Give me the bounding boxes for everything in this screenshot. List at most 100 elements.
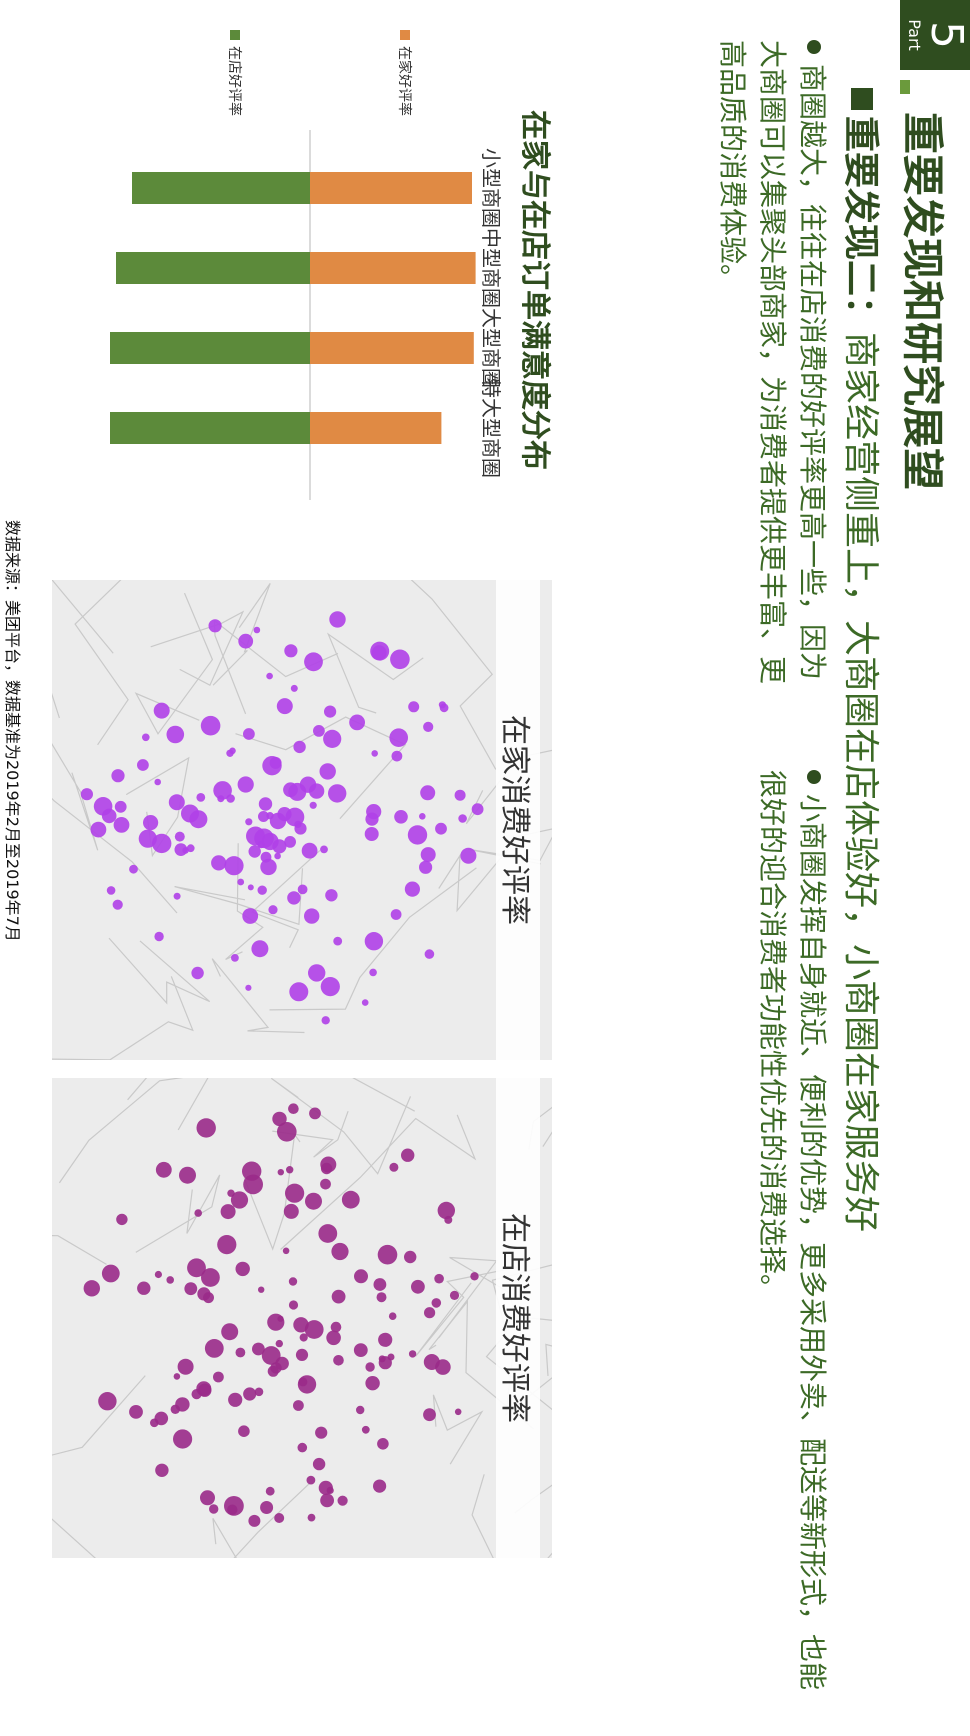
map-dot (266, 672, 273, 680)
map-dot (168, 794, 185, 811)
map-dot (187, 1258, 206, 1278)
legend-swatch-1 (230, 30, 240, 40)
legend-label-0: 在家好评率 (396, 46, 413, 116)
map-dot (294, 820, 302, 828)
map-store (52, 1078, 552, 1558)
map-dot (423, 721, 434, 732)
map-dot (191, 966, 204, 980)
map-dot (152, 833, 172, 854)
map-road (432, 1394, 484, 1465)
map-dot (373, 1278, 387, 1291)
map-road (58, 1078, 212, 1184)
map-dot (460, 847, 477, 864)
map-dot (361, 999, 369, 1006)
map-road (505, 1314, 552, 1376)
map-dot (337, 1495, 348, 1506)
map-dot (297, 1442, 308, 1453)
map-dot (184, 1282, 198, 1296)
map-dot (274, 852, 281, 860)
map-dot (101, 1264, 120, 1283)
map-dot (141, 733, 150, 742)
map-dot (194, 1209, 202, 1217)
map-dot (260, 1501, 274, 1514)
map-road (52, 580, 114, 654)
bar-home-1 (309, 252, 476, 284)
map-dot (129, 1405, 143, 1419)
map-dot (408, 701, 420, 713)
map-road (467, 767, 552, 865)
map-dot (320, 845, 328, 854)
map-road (134, 592, 214, 735)
map-dot (248, 1514, 261, 1527)
map-dot (221, 1323, 239, 1341)
map-dot (277, 1315, 284, 1322)
map-dot (376, 1292, 387, 1303)
map-dot (247, 884, 254, 891)
map-dot (369, 968, 377, 977)
map-dot (306, 1475, 316, 1485)
map-dot (173, 1429, 193, 1449)
map-dot (114, 800, 127, 813)
map-dot (304, 1320, 324, 1339)
map-dot (136, 759, 149, 771)
map-dot (431, 1298, 442, 1308)
map-road (52, 1172, 107, 1265)
map-dot (307, 1513, 316, 1522)
map-dot (298, 1377, 308, 1387)
map-dot (303, 908, 320, 924)
map-dot (269, 756, 282, 769)
map-dot (228, 1392, 243, 1407)
map-dot (312, 725, 325, 737)
bar-home-3 (310, 412, 442, 444)
map-road (52, 976, 194, 1060)
map-home (52, 580, 552, 1060)
map-dot (438, 701, 446, 709)
map-dot (305, 1192, 322, 1210)
map-dot (320, 1156, 337, 1173)
map-dot (154, 931, 164, 942)
map-dot (301, 842, 318, 859)
map-dot (260, 851, 272, 863)
map-dot (309, 801, 317, 809)
category-label-3: 特大型商圈 (479, 378, 503, 478)
map-dot (394, 810, 408, 824)
map-dot (325, 889, 338, 902)
map-dot (200, 715, 221, 736)
map-dot (245, 984, 252, 991)
map-dot (200, 1268, 220, 1287)
accent-bar (900, 80, 910, 94)
map-dot (400, 1148, 415, 1162)
map-dot (265, 1486, 275, 1496)
map-dot (330, 1321, 342, 1333)
map-road (150, 610, 245, 687)
map-road (280, 1114, 477, 1250)
map-dot (364, 827, 379, 841)
map-dot (270, 1362, 282, 1374)
map-dot (304, 652, 323, 672)
legend-swatch-0 (400, 30, 410, 40)
finding-line: 重要发现二：商家经营侧重上，大商圈在店体验好，小商圈在家服务好 (838, 88, 890, 1232)
finding-label: 重要发现二： (840, 116, 881, 333)
map-dot (423, 1307, 436, 1319)
map-dot (458, 814, 467, 823)
map-dot (179, 1166, 196, 1184)
map-dot (341, 1190, 360, 1209)
map-road (82, 1078, 176, 1101)
map-dot (173, 892, 181, 900)
map-dot (211, 855, 227, 871)
map-dot (248, 845, 261, 858)
map-dot (230, 954, 239, 962)
finding-text: 商家经营侧重上，大商圈在店体验好，小商圈在家服务好 (840, 332, 881, 1233)
map-dot (292, 1400, 304, 1411)
map-dot (257, 885, 267, 895)
map-dot (224, 856, 244, 876)
map-dot (327, 784, 347, 803)
map-dot (272, 1111, 287, 1127)
map-road (52, 1472, 148, 1558)
map-dot (83, 1280, 100, 1297)
map-dot (365, 1362, 375, 1372)
map-dot (423, 1408, 436, 1422)
bar-home-0 (310, 172, 472, 204)
map-dot (320, 1493, 334, 1508)
